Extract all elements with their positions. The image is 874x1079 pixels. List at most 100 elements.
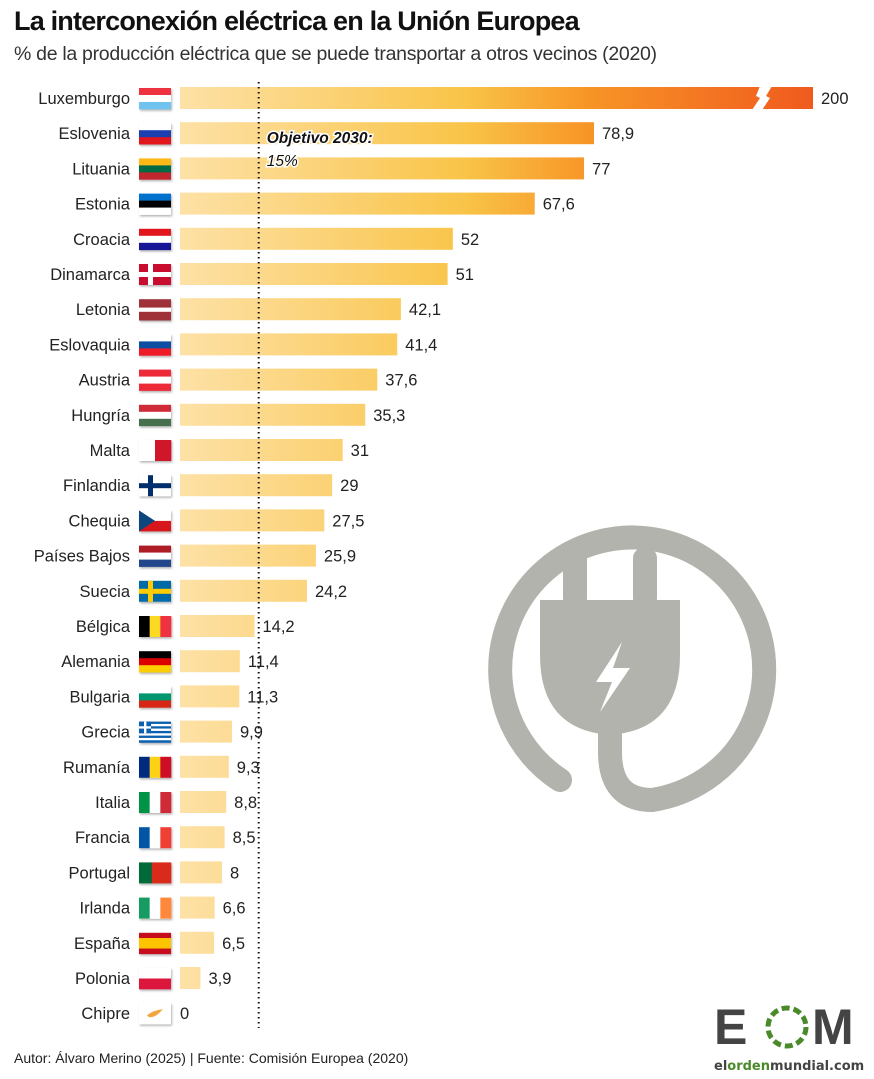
category-label: Bulgaria bbox=[69, 688, 130, 706]
logo-letter-e: E bbox=[714, 1000, 747, 1055]
flag-icon bbox=[139, 369, 171, 391]
value-label: 29 bbox=[340, 477, 358, 495]
category-label: Hungría bbox=[71, 407, 131, 425]
bar bbox=[180, 439, 343, 461]
chart-subtitle: % de la producción eléctrica que se pued… bbox=[14, 43, 657, 65]
bar bbox=[180, 192, 535, 215]
bar bbox=[180, 931, 215, 954]
bar bbox=[180, 227, 453, 250]
category-label: Finlandia bbox=[63, 477, 131, 495]
bar bbox=[180, 650, 240, 673]
bar bbox=[180, 368, 378, 391]
category-label: España bbox=[74, 935, 131, 953]
category-label: Dinamarca bbox=[50, 266, 131, 284]
flag-icon bbox=[139, 756, 172, 778]
bar bbox=[180, 544, 316, 567]
bar bbox=[180, 615, 255, 637]
value-label: 6,6 bbox=[223, 900, 246, 918]
bar bbox=[180, 474, 333, 497]
value-label: 9,3 bbox=[237, 759, 260, 777]
value-label: 200 bbox=[821, 90, 849, 108]
flag-icon bbox=[139, 545, 171, 567]
bar bbox=[180, 791, 227, 813]
bar bbox=[180, 685, 240, 708]
flag-icon bbox=[139, 158, 171, 180]
flag-icon bbox=[139, 334, 171, 356]
category-label: Suecia bbox=[80, 583, 131, 601]
bar bbox=[180, 333, 398, 356]
category-label: Letonia bbox=[76, 301, 131, 319]
value-label: 11,4 bbox=[248, 653, 279, 671]
flag-icon bbox=[139, 862, 172, 884]
flag-icon bbox=[139, 580, 171, 602]
flag-icon bbox=[139, 88, 171, 110]
bar bbox=[180, 87, 813, 109]
flag-icon bbox=[139, 440, 172, 461]
category-label: Luxemburgo bbox=[38, 90, 130, 108]
value-label: 25,9 bbox=[324, 548, 356, 566]
value-label: 3,9 bbox=[208, 970, 231, 988]
eom-logo: E M elordenmundial.com bbox=[714, 1000, 864, 1074]
category-label: Países Bajos bbox=[34, 548, 130, 566]
category-label: Eslovaquia bbox=[49, 336, 131, 354]
flag-icon bbox=[139, 404, 171, 427]
value-label: 8,8 bbox=[234, 794, 257, 812]
category-label: Croacia bbox=[73, 231, 131, 249]
category-label: Rumanía bbox=[63, 759, 131, 777]
bar bbox=[180, 826, 225, 849]
category-label: Polonia bbox=[75, 970, 131, 988]
bar bbox=[180, 720, 232, 743]
value-label: 31 bbox=[351, 442, 369, 460]
value-label: 8,5 bbox=[233, 829, 256, 847]
logo-letter-m: M bbox=[812, 1000, 854, 1055]
category-label: Estonia bbox=[75, 196, 131, 214]
flag-icon bbox=[139, 299, 171, 321]
chart-title: La interconexión eléctrica en la Unión E… bbox=[14, 6, 580, 36]
flag-icon bbox=[139, 686, 171, 708]
category-label: Alemania bbox=[61, 653, 131, 671]
value-label: 52 bbox=[461, 231, 479, 249]
flag-icon bbox=[139, 721, 171, 743]
value-label: 51 bbox=[456, 266, 474, 284]
bar bbox=[180, 122, 594, 145]
flag-icon bbox=[139, 510, 171, 532]
flag-icon bbox=[139, 123, 171, 145]
source-footer: Autor: Álvaro Merino (2025) | Fuente: Co… bbox=[14, 1050, 409, 1066]
value-label: 9,9 bbox=[240, 724, 263, 742]
value-label: 6,5 bbox=[222, 935, 245, 953]
flag-icon bbox=[139, 1003, 171, 1025]
flag-icon bbox=[139, 932, 171, 955]
value-label: 27,5 bbox=[332, 512, 364, 530]
plug-icon bbox=[488, 525, 777, 812]
bar bbox=[180, 755, 229, 778]
logo-site: elordenmundial.com bbox=[714, 1059, 864, 1074]
flag-icon bbox=[139, 792, 172, 813]
value-label: 41,4 bbox=[405, 336, 437, 354]
value-label: 77 bbox=[592, 160, 610, 178]
flag-icon bbox=[139, 897, 172, 919]
value-label: 78,9 bbox=[602, 125, 634, 143]
bar bbox=[180, 263, 448, 285]
flag-icon bbox=[139, 193, 171, 215]
category-label: Grecia bbox=[81, 724, 130, 742]
value-label: 0 bbox=[180, 1005, 189, 1023]
bar bbox=[180, 298, 401, 321]
value-label: 35,3 bbox=[373, 407, 405, 425]
category-label: Malta bbox=[90, 442, 131, 460]
flag-icon bbox=[139, 827, 172, 849]
flag-icon bbox=[139, 228, 171, 251]
bar bbox=[180, 579, 307, 602]
reference-value: 15% bbox=[267, 153, 298, 170]
category-label: Italia bbox=[95, 794, 131, 812]
category-label: Eslovenia bbox=[58, 125, 130, 143]
value-label: 24,2 bbox=[315, 583, 347, 601]
bar bbox=[180, 967, 201, 989]
flag-icon bbox=[139, 616, 172, 637]
bar bbox=[180, 896, 215, 919]
category-label: Austria bbox=[79, 372, 131, 390]
bar bbox=[180, 157, 585, 180]
value-label: 67,6 bbox=[543, 196, 575, 214]
category-label: Chequia bbox=[69, 512, 131, 530]
value-label: 42,1 bbox=[409, 301, 441, 319]
